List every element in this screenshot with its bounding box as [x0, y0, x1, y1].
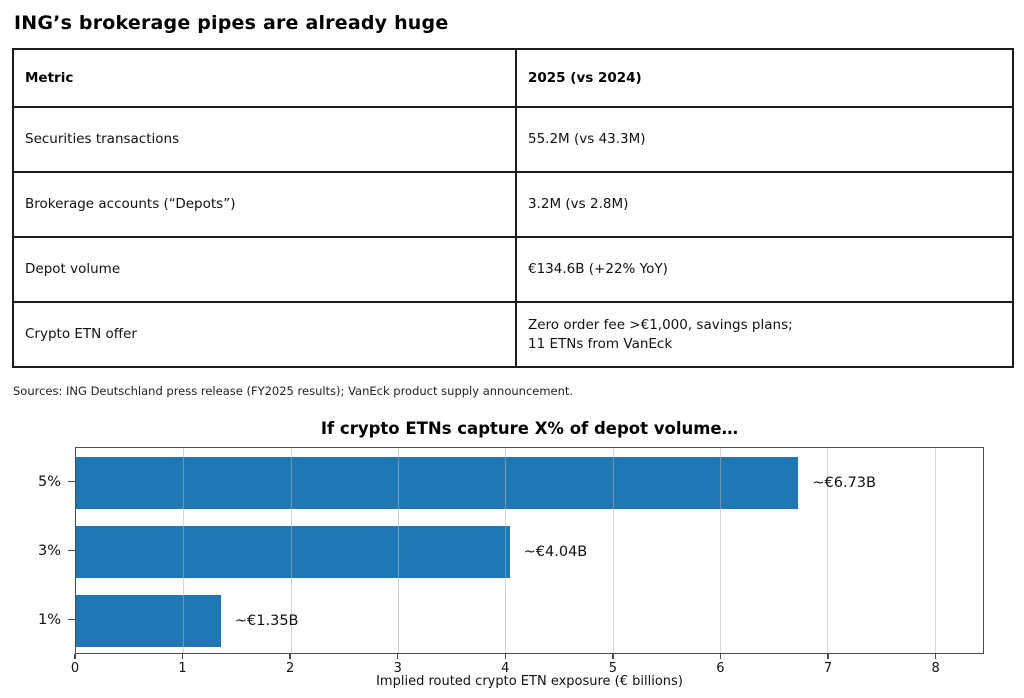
table-header-metric: Metric: [12, 48, 517, 108]
x-tick-mark: [74, 654, 76, 659]
table-row: Depot volume €134.6B (+22% YoY): [12, 236, 1014, 303]
gridline: [934, 448, 936, 653]
bar: [76, 456, 799, 509]
y-tick-label: 5%: [37, 473, 61, 490]
bar-value-label: ~€6.73B: [812, 474, 876, 491]
x-tick-mark: [934, 654, 937, 659]
x-tick-label: 6: [716, 661, 725, 676]
chart-title: If crypto ETNs capture X% of depot volum…: [320, 419, 739, 438]
plot-area: ~€6.73B ~€4.04B ~€1.35B: [75, 447, 984, 654]
sources-note: Sources: ING Deutschland press release (…: [13, 384, 574, 398]
table-row: Crypto ETN offer Zero order fee >€1,000,…: [12, 301, 1014, 368]
table-cell-metric: Securities transactions: [12, 106, 517, 173]
x-tick-mark: [719, 654, 722, 659]
x-tick-label: 1: [178, 661, 187, 676]
y-tick-mark: [68, 549, 75, 552]
x-tick-label: 4: [501, 661, 510, 676]
table-cell-value: Zero order fee >€1,000, savings plans; 1…: [515, 301, 1014, 368]
x-tick-mark: [504, 654, 507, 659]
x-tick-label: 2: [286, 661, 295, 676]
table-cell-value: 3.2M (vs 2.8M): [515, 171, 1014, 238]
bar: [76, 594, 221, 647]
y-tick-mark: [68, 480, 75, 483]
table-row: Securities transactions 55.2M (vs 43.3M): [12, 106, 1014, 173]
x-tick-mark: [396, 654, 399, 659]
bar-value-label: ~€1.35B: [234, 612, 299, 629]
table-row: Brokerage accounts (“Depots”) 3.2M (vs 2…: [12, 171, 1014, 238]
table-cell-value: €134.6B (+22% YoY): [515, 236, 1014, 303]
x-tick-mark: [827, 654, 829, 659]
table-cell-metric: Depot volume: [12, 236, 517, 303]
x-tick-label: 8: [931, 661, 940, 676]
table-cell-metric: Brokerage accounts (“Depots”): [12, 171, 517, 238]
y-tick-mark: [68, 618, 75, 621]
table-header-row: Metric 2025 (vs 2024): [12, 48, 1014, 108]
table-cell-metric: Crypto ETN offer: [12, 301, 517, 368]
x-axis-label: Implied routed crypto ETN exposure (€ bi…: [376, 674, 683, 689]
x-tick-label: 3: [393, 661, 402, 676]
metrics-table: Metric 2025 (vs 2024) Securities transac…: [12, 48, 1014, 368]
y-tick-label: 1%: [37, 611, 61, 628]
gridline: [720, 448, 722, 653]
bar-value-label: ~€4.04B: [523, 543, 588, 560]
x-tick-label: 0: [70, 661, 80, 676]
x-tick-mark: [612, 654, 614, 659]
x-tick-label: 7: [823, 661, 833, 676]
x-tick-label: 5: [608, 661, 617, 676]
gridline: [612, 448, 614, 653]
x-tick-mark: [181, 654, 184, 659]
gridline: [290, 448, 292, 653]
x-tick-mark: [289, 654, 291, 659]
gridline: [183, 448, 185, 653]
y-tick-label: 3%: [37, 542, 61, 559]
gridline: [398, 448, 399, 653]
gridline: [505, 448, 507, 653]
table-header-value: 2025 (vs 2024): [515, 48, 1014, 108]
bar-chart: If crypto ETNs capture X% of depot volum…: [0, 412, 1024, 698]
gridline: [827, 448, 829, 653]
page-title: ING’s brokerage pipes are already huge: [14, 12, 449, 34]
table-cell-value: 55.2M (vs 43.3M): [515, 106, 1014, 173]
bar: [76, 525, 510, 578]
